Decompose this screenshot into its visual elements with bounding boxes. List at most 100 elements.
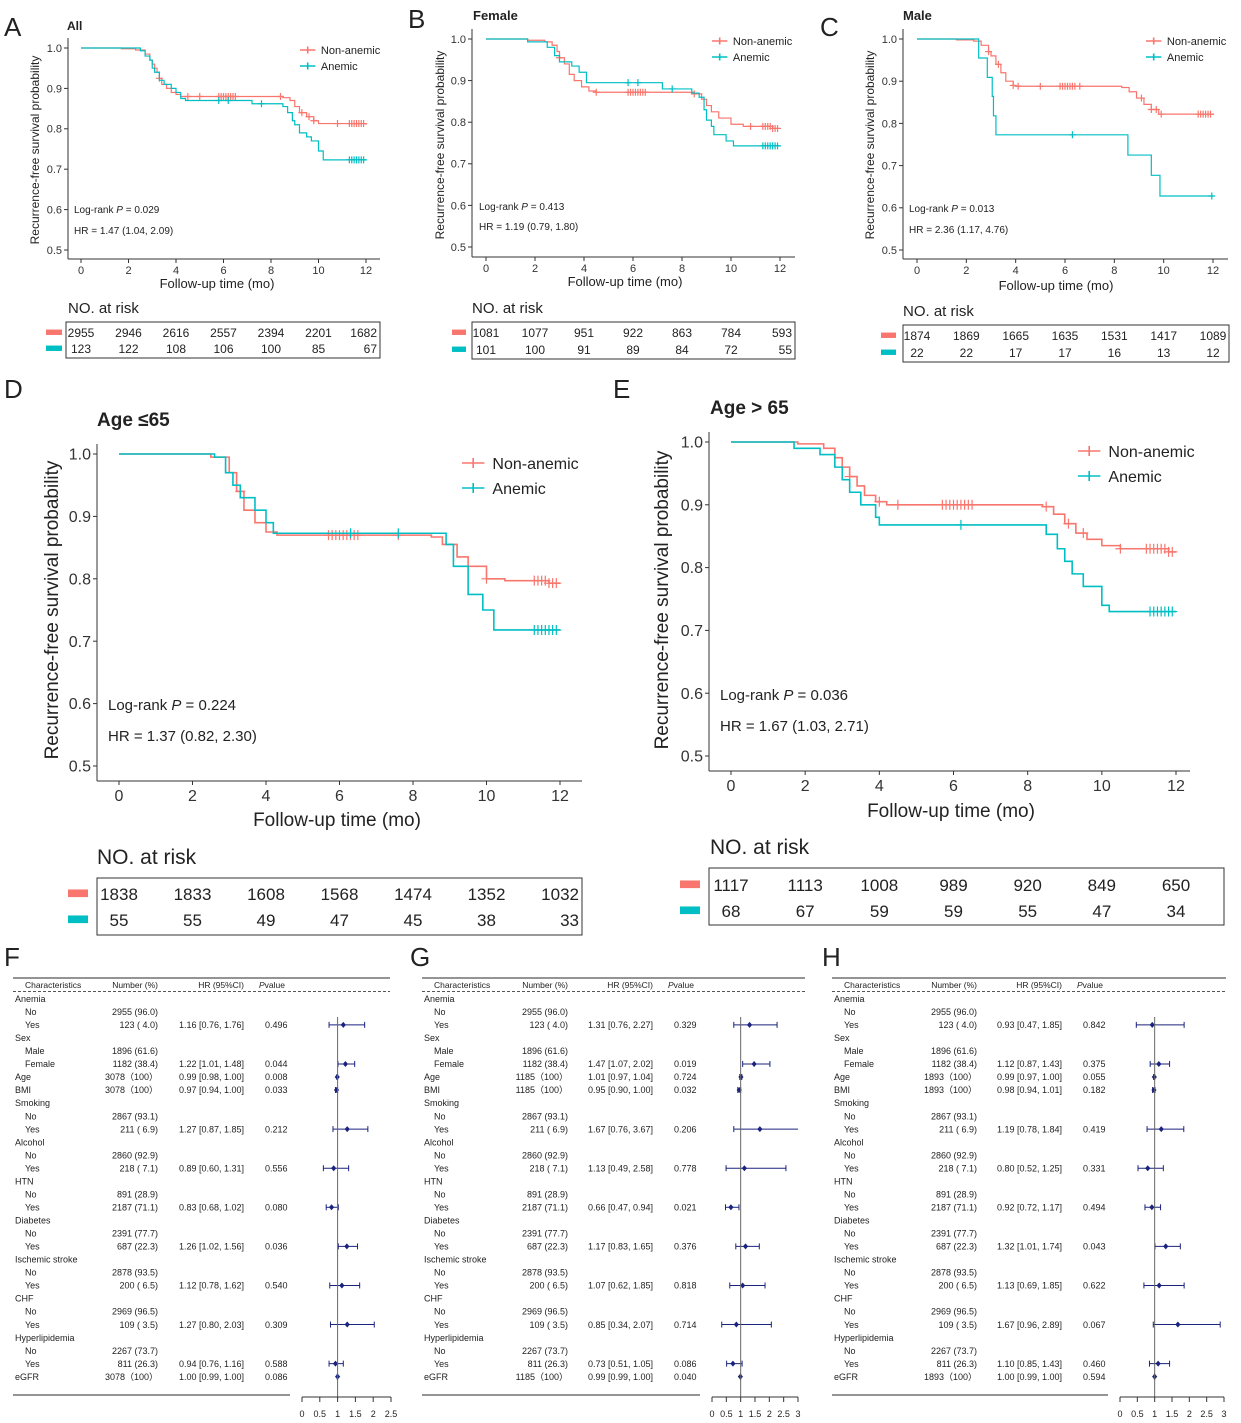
hr-point	[1151, 1087, 1157, 1094]
table-row: No 2267 (73.7)	[844, 1346, 977, 1356]
row-p-value: 0.622	[1083, 1281, 1106, 1291]
logrank-text: Log-rank P = 0.013	[909, 204, 995, 215]
survival-curve	[486, 38, 780, 130]
table-row: Female 1182 (38.4) 1.12 [0.87, 1.43] 0.375	[844, 1059, 1171, 1069]
risk-count: 989	[939, 876, 967, 895]
table-row: No 2955 (96.0)	[434, 1007, 568, 1017]
x-tick-label: 1	[1152, 1409, 1157, 1419]
row-p-value: 0.086	[265, 1372, 288, 1382]
row-number: 1896 (61.6)	[931, 1046, 977, 1056]
km-panel-b: B Female 0.5 0.6 0.7 0.8 0.9 1.0 0 2 4 6 8 10 12 Follow…	[408, 4, 796, 360]
risk-count: 47	[1092, 902, 1111, 921]
hr-point	[333, 1087, 340, 1094]
risk-count: 12	[1206, 346, 1220, 360]
row-p-value: 0.331	[1083, 1163, 1106, 1173]
series-anemic	[486, 38, 782, 150]
censor-mark	[668, 85, 676, 93]
row-number: 2860 (92.9)	[522, 1150, 568, 1160]
risk-count: 1352	[468, 885, 506, 904]
risk-count: 1417	[1150, 329, 1177, 343]
table-row: No 2969 (96.5)	[25, 1307, 158, 1317]
censor-mark	[277, 92, 284, 100]
survival-curve	[731, 441, 1176, 613]
table-row: CHF	[424, 1294, 443, 1304]
risk-count: 920	[1013, 876, 1041, 895]
row-number: 200 ( 6.5)	[529, 1281, 568, 1291]
legend-item-non-anemic: Non-anemic	[712, 36, 793, 48]
row-label: Yes	[434, 1124, 449, 1134]
row-label: No	[434, 1229, 446, 1239]
logrank-text: Log-rank P = 0.036	[720, 687, 848, 704]
y-tick-label: 0.8	[69, 571, 91, 588]
y-tick-label: 0.5	[882, 245, 897, 257]
risk-color-key	[680, 880, 700, 889]
table-row: Sex	[15, 1033, 31, 1043]
censor-mark	[360, 120, 368, 128]
row-label: No	[25, 1268, 37, 1278]
legend-swatch	[1146, 37, 1162, 45]
risk-table-box	[902, 324, 1230, 363]
risk-count: 16	[1108, 346, 1122, 360]
x-tick-label: 8	[1023, 778, 1032, 795]
row-p-value: 0.044	[265, 1059, 288, 1069]
legend-item-anemic: Anemic	[462, 481, 546, 498]
legend-item-anemic: Anemic	[712, 52, 770, 64]
row-number: 2267 (73.7)	[112, 1346, 158, 1356]
risk-count: 849	[1088, 876, 1116, 895]
table-row: No 2860 (92.9)	[844, 1150, 977, 1160]
risk-table-box	[471, 321, 796, 360]
series-non-anemic	[119, 453, 562, 589]
legend-swatch	[462, 483, 485, 493]
row-number: 811 (26.3)	[937, 1359, 977, 1369]
legend-swatch	[300, 62, 316, 70]
hazard-ratio-text: HR = 1.47 (1.04, 2.09)	[74, 226, 173, 237]
risk-count: 2557	[210, 326, 237, 340]
risk-count: 784	[721, 326, 741, 340]
hr-point	[1175, 1321, 1181, 1328]
legend-swatch	[1146, 53, 1162, 61]
table-row: eGFR 1893（100） 1.00 [0.99, 1.00] 0.594	[834, 1372, 1158, 1382]
censor-mark	[345, 528, 356, 539]
risk-count: 1077	[522, 326, 549, 340]
x-tick-label: 3	[795, 1409, 800, 1419]
legend-item-non-anemic: Non-anemic	[462, 456, 579, 473]
hr-point	[733, 1321, 739, 1328]
row-hr: 1.22 [1.01, 1.48]	[179, 1059, 244, 1069]
row-p-value: 0.055	[1083, 1072, 1106, 1082]
row-label: Diabetes	[834, 1216, 870, 1226]
row-p-value: 0.032	[674, 1085, 697, 1095]
row-label: Yes	[844, 1281, 859, 1291]
row-label: HTN	[834, 1176, 853, 1186]
table-row: Smoking	[424, 1098, 459, 1108]
row-number: 2391 (77.7)	[931, 1229, 977, 1239]
censor-mark	[310, 117, 318, 125]
table-row: No 2860 (92.9)	[434, 1150, 568, 1160]
row-hr: 0.92 [0.72, 1.17]	[997, 1202, 1062, 1212]
table-row: No 2267 (73.7)	[434, 1346, 568, 1356]
row-number: 2867 (93.1)	[112, 1111, 158, 1121]
row-label: Female	[844, 1059, 874, 1069]
hazard-ratio-text: HR = 2.36 (1.17, 4.76)	[909, 225, 1008, 236]
risk-count: 106	[213, 342, 233, 356]
row-label: No	[25, 1346, 37, 1356]
row-p-value: 0.033	[265, 1085, 288, 1095]
risk-count: 67	[364, 342, 378, 356]
table-row: No 2867 (93.1)	[434, 1111, 568, 1121]
censor-mark	[1157, 110, 1165, 118]
y-tick-label: 0.5	[681, 749, 703, 766]
censor-mark	[481, 573, 492, 584]
hr-point	[332, 1360, 339, 1367]
x-tick-label: 12	[360, 265, 372, 277]
column-header: Number (%)	[112, 980, 158, 990]
logrank-value: = 0.224	[181, 697, 236, 714]
row-label: No	[844, 1268, 856, 1278]
row-label: Yes	[844, 1163, 859, 1173]
censor-mark	[1152, 105, 1160, 113]
table-row: No 2878 (93.5)	[844, 1268, 977, 1278]
row-hr: 1.13 [0.49, 2.58]	[588, 1163, 653, 1173]
censor-mark	[298, 109, 306, 117]
x-tick-label: 4	[173, 265, 179, 277]
legend-label: Non-anemic	[321, 45, 381, 57]
table-row: Yes 109 ( 3.5) 1.67 [0.96, 2.89] 0.067	[844, 1320, 1221, 1330]
x-tick-label: 2.5	[1200, 1409, 1213, 1419]
